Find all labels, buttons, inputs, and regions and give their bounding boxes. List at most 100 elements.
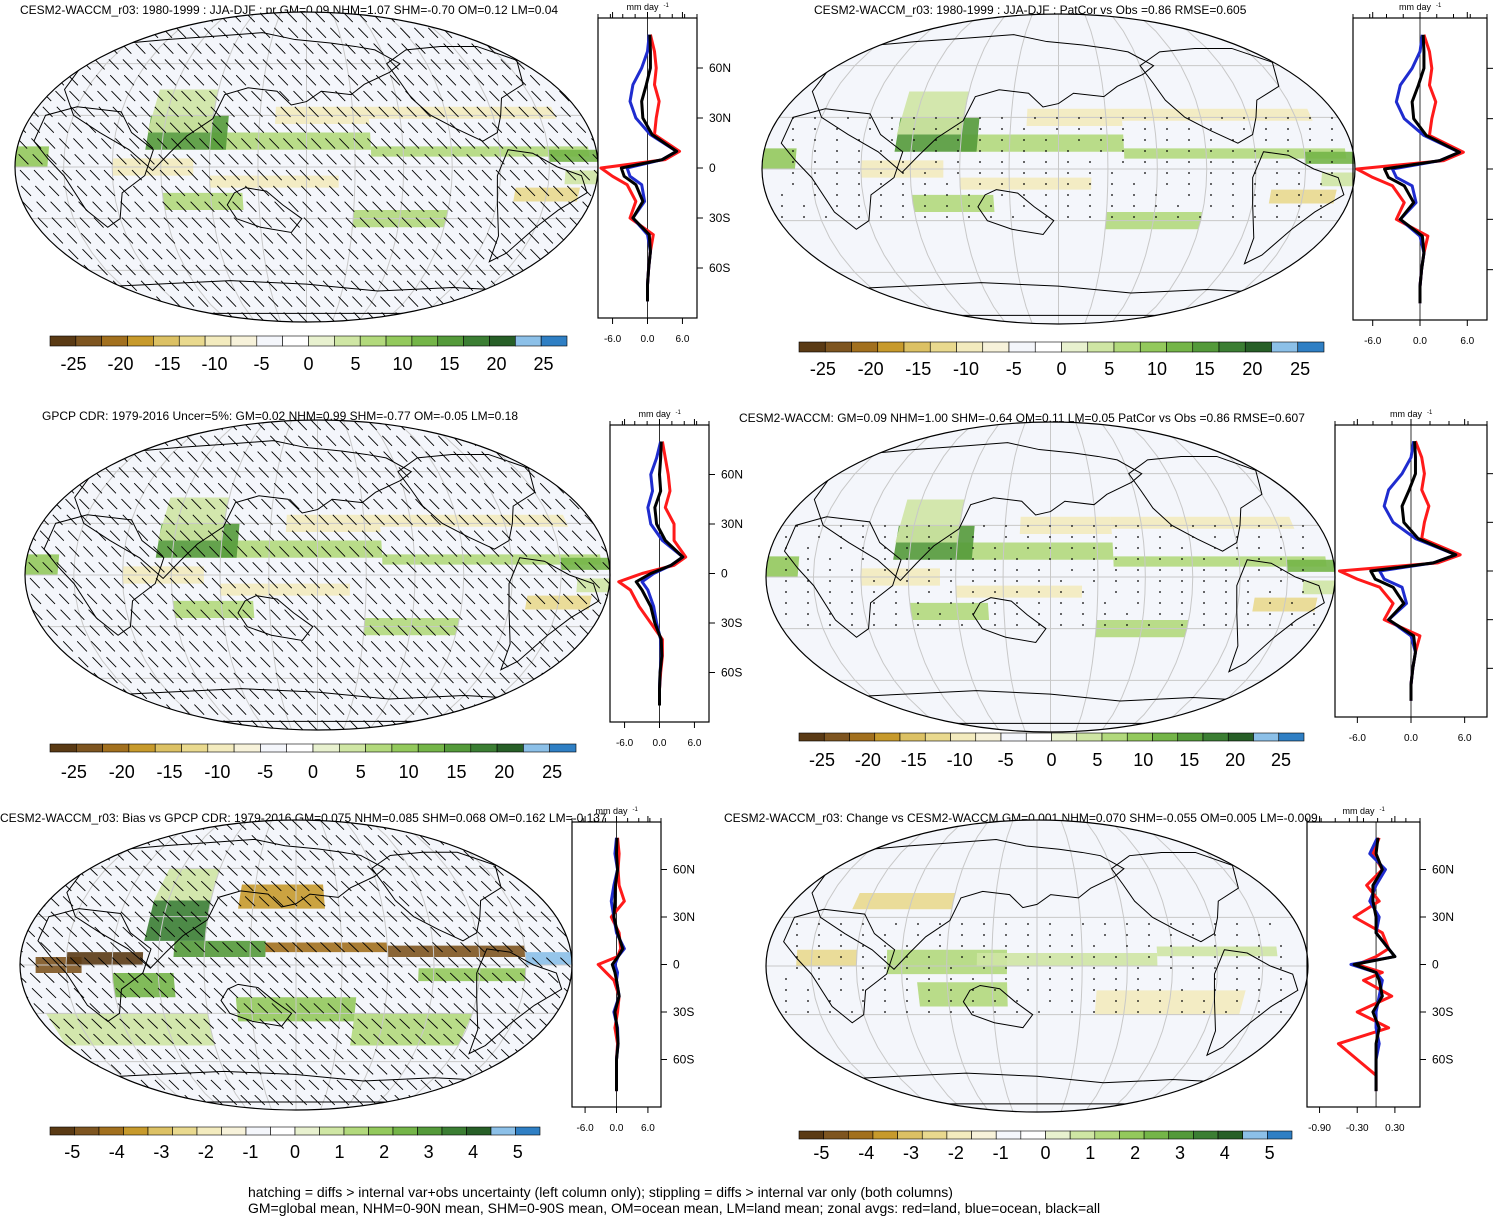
hatch-line (174, 12, 476, 322)
stipple-dot (1126, 624, 1128, 626)
stipple-dot (1038, 591, 1040, 593)
stipple-dot (1276, 161, 1278, 163)
stipple-dot (950, 558, 952, 560)
stipple-dot (1192, 945, 1194, 947)
stipple-dot (939, 945, 941, 947)
zonal-series-ocean (1349, 837, 1397, 1092)
stipple-dot (928, 989, 930, 991)
colorbar-swatch (1278, 732, 1305, 742)
stipple-dot (1071, 547, 1073, 549)
stipple-dot (1122, 150, 1124, 152)
hatch-line (417, 820, 572, 1110)
stipple-dot (1100, 128, 1102, 130)
stipple-dot (928, 558, 930, 560)
stipple-dot (979, 150, 981, 152)
hatch-line (132, 12, 434, 322)
panel-title-5: CESM2-WACCM_r03: Bias vs GPCP CDR: 1979-… (0, 811, 607, 825)
anomaly-region (1320, 172, 1355, 187)
colorbar-label: 4 (468, 1142, 478, 1162)
stipple-dot (807, 569, 809, 571)
stipple-dot (1188, 139, 1190, 141)
stipple-dot (1269, 602, 1271, 604)
stipple-dot (994, 989, 996, 991)
colorbar-swatch (466, 1126, 492, 1136)
stipple-dot (1203, 580, 1205, 582)
hatch-line (468, 12, 598, 322)
stipple-dot (840, 547, 842, 549)
colorbar-label: 3 (424, 1142, 434, 1162)
colorbar-swatch (49, 1126, 75, 1136)
colorbar-label: -15 (157, 762, 183, 782)
panel-title-1: CESM2-WACCM_r03: 1980-1999 : JJA-DJF : p… (20, 3, 558, 17)
stipple-dot (968, 205, 970, 207)
stipple-dot (1082, 923, 1084, 925)
stipple-dot (884, 1000, 886, 1002)
stipple-dot (1170, 923, 1172, 925)
hatch-line (15, 12, 182, 322)
stipple-dot (785, 1011, 787, 1013)
colorbar-label: -10 (204, 762, 230, 782)
hatch-line (277, 820, 572, 1110)
stipple-dot (1225, 569, 1227, 571)
hatch-line (0, 12, 13, 322)
stipple-dot (1302, 569, 1304, 571)
colorbar-swatch (514, 335, 542, 347)
stipple-dot (1016, 591, 1018, 593)
stipple-dot (950, 602, 952, 604)
stipple-dot (1181, 580, 1183, 582)
hatch-line (15, 12, 168, 322)
colorbar-swatch (260, 743, 287, 753)
stipple-dot (840, 525, 842, 527)
colorbar-label: -5 (64, 1142, 80, 1162)
stipple-dot (1225, 591, 1227, 593)
stipple-dot (1236, 945, 1238, 947)
stipple-dot (1093, 1000, 1095, 1002)
stipple-dot (1071, 978, 1073, 980)
colorbar-swatch (128, 743, 156, 753)
stipple-dot (1181, 613, 1183, 615)
panel-title: CESM2-WACCM_r03: 1980-1999 : JJA-DJF : p… (20, 3, 558, 17)
stipple-dot (891, 139, 893, 141)
hatch-line (268, 420, 570, 730)
colorbar-label: 20 (1225, 750, 1245, 770)
colorbar-label: -20 (858, 359, 884, 379)
stipple-dot (1056, 117, 1058, 119)
anomaly-region (1304, 151, 1355, 164)
units-exponent: -1 (676, 410, 682, 416)
colorbar-label: -20 (855, 750, 881, 770)
stipple-dot (1258, 945, 1260, 947)
colorbar-swatch (230, 335, 258, 347)
stipple-dot (1067, 183, 1069, 185)
stipple-dot (994, 624, 996, 626)
zonal-series-all (610, 837, 625, 1092)
stipple-dot (1210, 194, 1212, 196)
anomaly-region (1120, 108, 1313, 121)
coastline-africa (33, 106, 154, 228)
stipple-dot (1115, 580, 1117, 582)
stipple-dot (1023, 139, 1025, 141)
colorbar-swatch (368, 1126, 394, 1136)
stipple-dot (913, 117, 915, 119)
stipple-dot (1111, 194, 1113, 196)
colorbar-label: 3 (1175, 1143, 1185, 1163)
map-panel-1 (0, 11, 599, 323)
colorbar-swatch (98, 1126, 124, 1136)
hatch-line (403, 820, 572, 1110)
colorbar-1: -25 -20 -15 -10 -5 0 5 10 15 20 25 (49, 335, 568, 374)
stipple-dot (858, 172, 860, 174)
stipple-dot (1049, 547, 1051, 549)
map-panel-2 (761, 13, 1356, 325)
colorbar-label: -25 (810, 359, 836, 379)
stipple-dot (1038, 602, 1040, 604)
units-exponent: -1 (1427, 410, 1433, 416)
stipple-dot (880, 205, 882, 207)
colorbar-label: -15 (154, 354, 180, 374)
stipple-dot (1133, 216, 1135, 218)
stipple-dot (1331, 117, 1333, 119)
stipple-dot (858, 194, 860, 196)
stipple-dot (1298, 183, 1300, 185)
stipple-dot (1148, 956, 1150, 958)
coastline-africa (43, 514, 165, 636)
colorbar-swatch (286, 743, 314, 753)
colorbar-swatch (270, 1126, 296, 1136)
